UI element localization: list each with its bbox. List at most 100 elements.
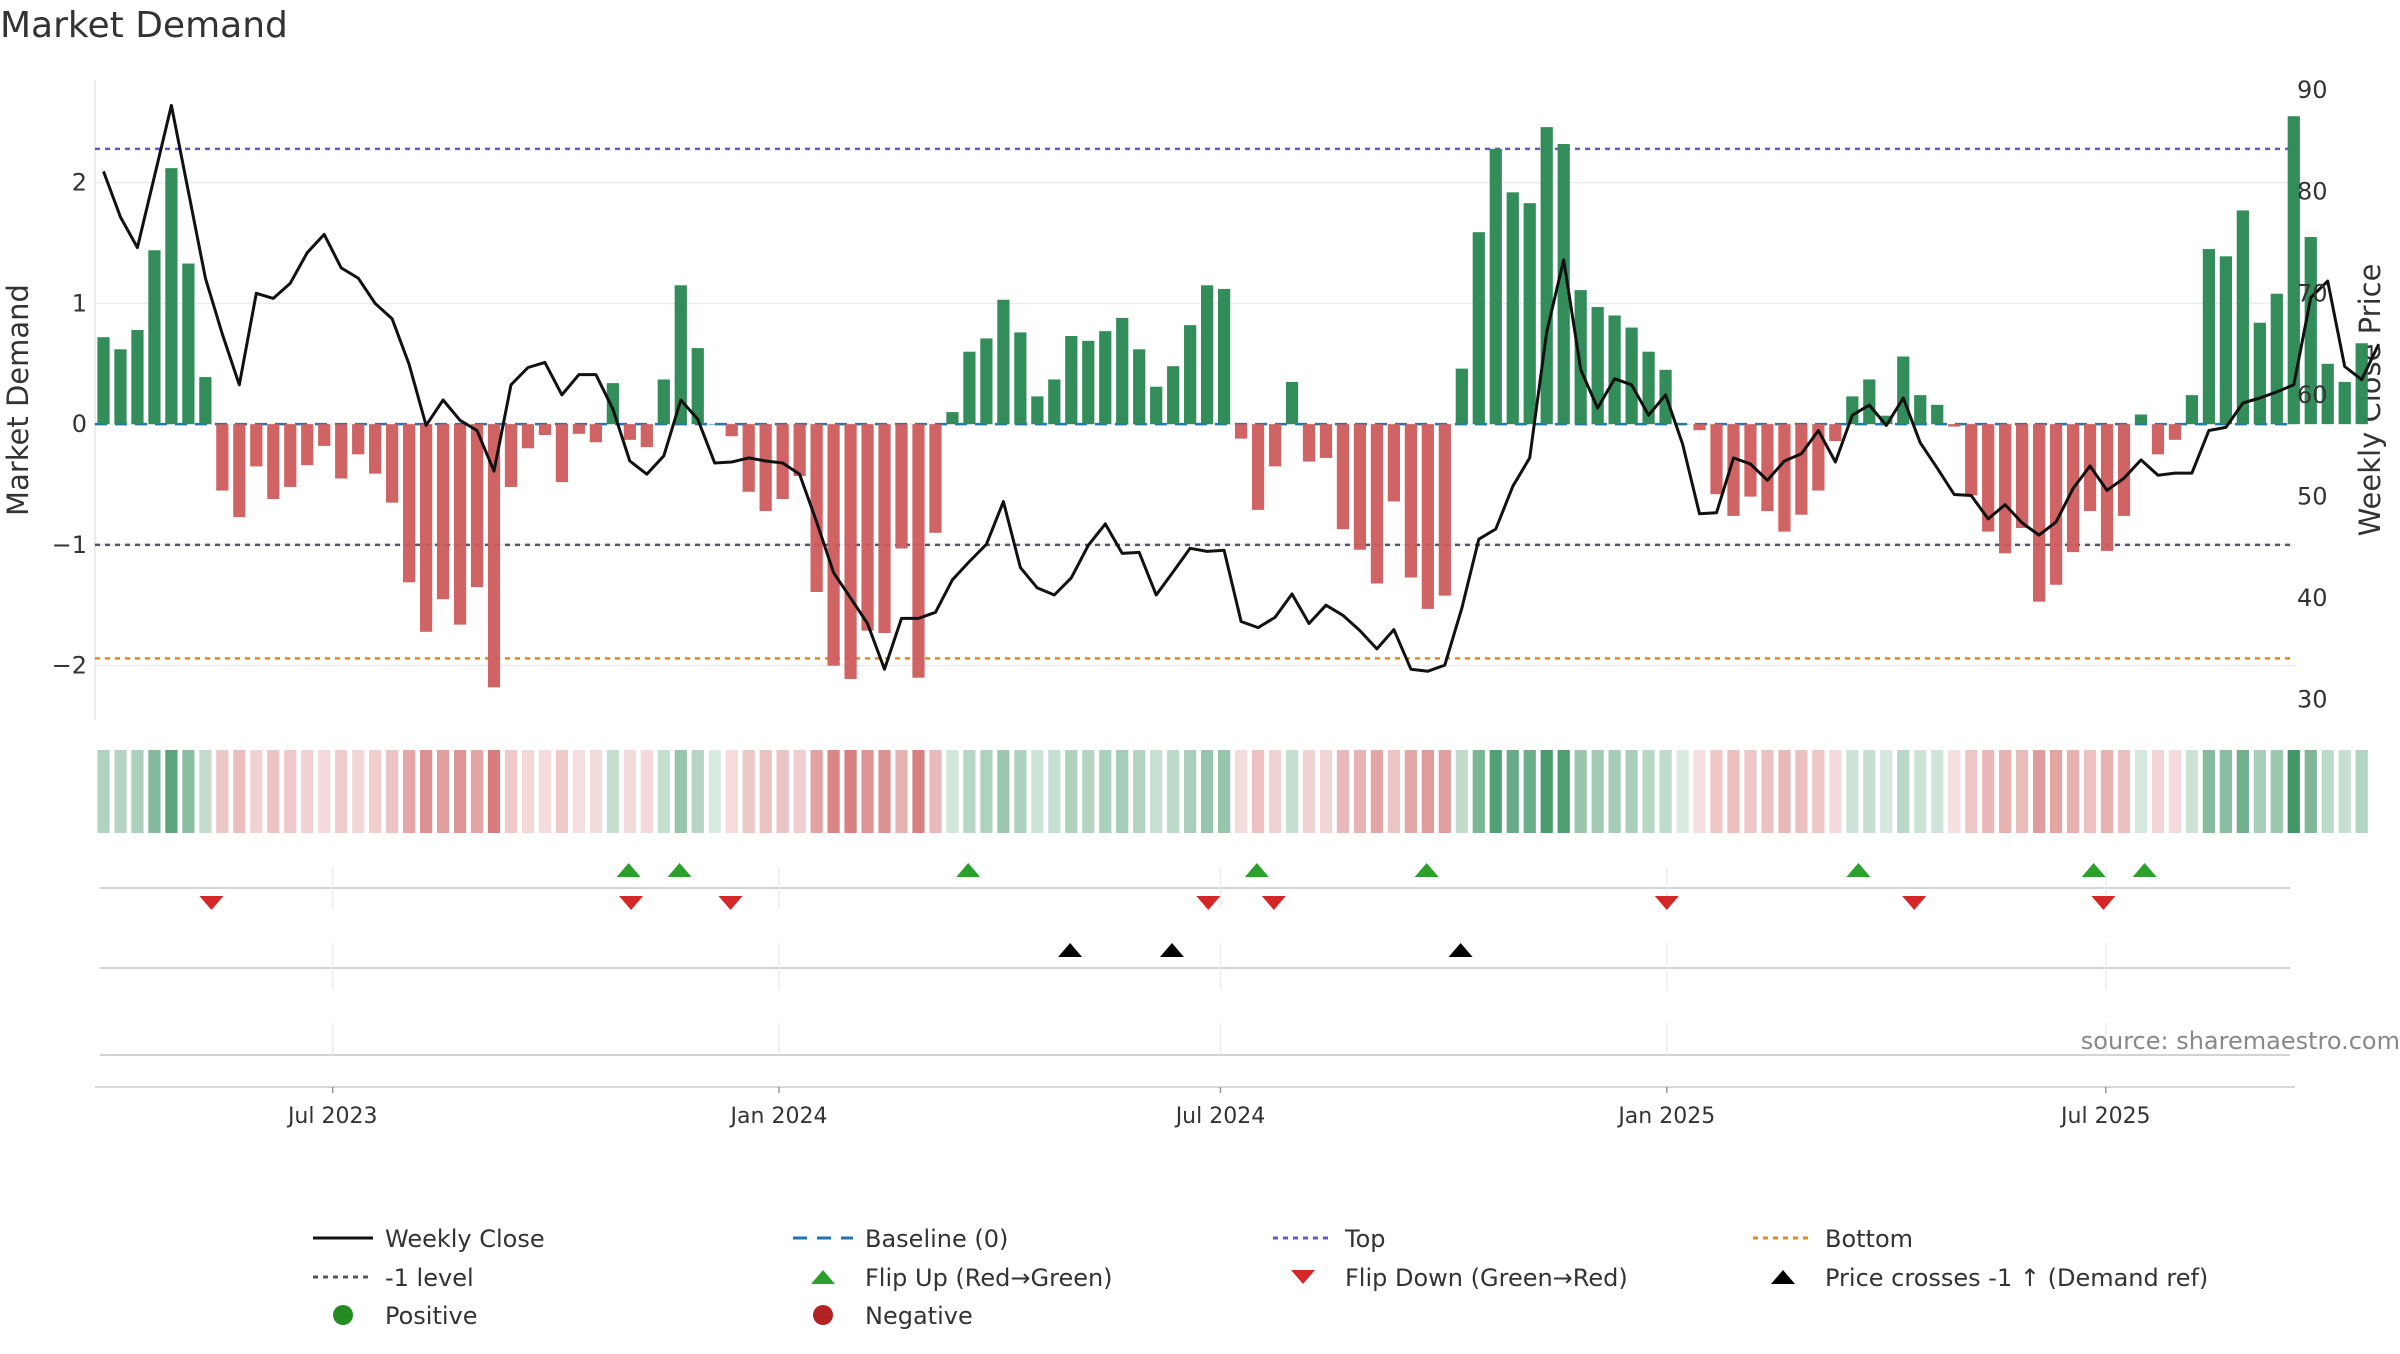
demand-bar-negative <box>284 424 297 487</box>
demand-bar-positive <box>2287 116 2300 425</box>
heat-cell <box>1506 750 1519 833</box>
demand-bar-negative <box>555 424 569 483</box>
heat-cell <box>1201 750 1214 833</box>
demand-bar-negative <box>1251 424 1265 510</box>
heat-cell <box>1999 750 2012 833</box>
demand-bar-positive <box>1523 203 1536 425</box>
heat-cell <box>963 750 976 833</box>
demand-bar-positive <box>2219 256 2232 425</box>
demand-bar-positive <box>1489 148 1502 425</box>
demand-bar-positive <box>1133 349 1146 425</box>
demand-bar-positive <box>97 337 110 425</box>
x-tick-label: Jul 2024 <box>1174 1104 1266 1129</box>
source-note: source: sharemaestro.com <box>2081 1027 2400 1055</box>
heat-cell <box>1353 750 1367 833</box>
heat-cell <box>1014 750 1027 833</box>
demand-bar-positive <box>2202 249 2216 425</box>
demand-bar-positive <box>1285 381 1299 425</box>
demand-bar-negative <box>335 424 348 479</box>
demand-bar-negative <box>623 424 636 440</box>
demand-bar-negative <box>318 424 331 446</box>
heat-cell <box>1472 750 1485 833</box>
demand-bar-positive <box>2304 236 2317 425</box>
heat-cell <box>1846 750 1859 833</box>
demand-bar-negative <box>589 424 602 443</box>
heat-cell <box>640 750 653 833</box>
demand-bar-positive <box>657 379 670 425</box>
heat-cell <box>1285 750 1299 833</box>
demand-bar-positive <box>2185 395 2199 425</box>
heat-cell <box>861 750 874 833</box>
demand-bar-negative <box>1319 424 1333 458</box>
heat-cell <box>284 750 297 833</box>
heat-cell <box>470 750 484 833</box>
heat-cell <box>555 750 569 833</box>
heat-cell <box>1897 750 1910 833</box>
heat-cell <box>233 750 246 833</box>
demand-bar-positive <box>2270 293 2283 425</box>
heat-cell <box>2066 750 2080 833</box>
demand-bar-negative <box>1302 424 1316 462</box>
demand-bar-positive <box>691 348 704 425</box>
heat-cell <box>1184 750 1197 833</box>
demand-bar-positive <box>2338 381 2351 425</box>
demand-bar-positive <box>946 412 959 425</box>
legend-baseline-label: Baseline (0) <box>865 1225 1008 1253</box>
y-tick-label-right: 60 <box>2297 381 2328 409</box>
y-tick-label-left: 2 <box>72 169 87 197</box>
heat-cell <box>538 750 552 833</box>
heat-cell <box>403 750 416 833</box>
heat-cell <box>1302 750 1316 833</box>
demand-bar-positive <box>2134 414 2148 425</box>
flip-up-marker <box>1244 863 1269 877</box>
heat-cell <box>1523 750 1536 833</box>
heat-cell <box>1948 750 1961 833</box>
x-tick-label: Jan 2024 <box>729 1104 828 1129</box>
demand-bar-positive <box>131 329 144 425</box>
x-tick-label: Jul 2023 <box>286 1104 378 1129</box>
demand-bar-negative <box>1727 424 1740 516</box>
demand-bar-positive <box>165 168 178 425</box>
heat-cell <box>1489 750 1502 833</box>
demand-bar-positive <box>1880 415 1893 425</box>
heat-cell <box>1744 750 1757 833</box>
heat-cell <box>267 750 280 833</box>
demand-bar-negative <box>2032 424 2046 602</box>
demand-bar-positive <box>2355 343 2368 425</box>
demand-bar-negative <box>725 424 738 437</box>
demand-bar-negative <box>1421 424 1434 609</box>
demand-bar-positive <box>1931 404 1944 425</box>
heat-cell <box>148 750 161 833</box>
heat-cell <box>1982 750 1995 833</box>
heat-cell <box>2032 750 2046 833</box>
weekly-close-line <box>102 103 2381 673</box>
demand-bar-negative <box>1353 424 1367 550</box>
demand-bar-negative <box>386 424 399 503</box>
demand-bar-negative <box>2100 424 2114 551</box>
demand-bar-positive <box>114 349 127 425</box>
heat-cell <box>929 750 942 833</box>
legend-flip-down-label: Flip Down (Green→Red) <box>1345 1264 1628 1292</box>
y-tick-label-right: 40 <box>2297 584 2328 612</box>
demand-bar-negative <box>844 424 857 679</box>
demand-bar-positive <box>1099 331 1112 425</box>
heat-cell <box>776 750 789 833</box>
heat-cell <box>1829 750 1842 833</box>
x-axis: Jul 2023 Jan 2024 Jul 2024 Jan 2025 Jul 2025 <box>286 1087 2151 1129</box>
heat-cell <box>997 750 1010 833</box>
demand-bar-positive <box>1625 327 1638 425</box>
demand-bar-negative <box>640 424 653 448</box>
heat-cell <box>1625 750 1638 833</box>
demand-bar-positive <box>963 351 976 425</box>
demand-bar-positive <box>1455 368 1468 425</box>
demand-bar-negative <box>2168 424 2182 440</box>
heat-cell <box>895 750 908 833</box>
x-tick-label: Jan 2025 <box>1616 1104 1715 1129</box>
demand-bar-positive <box>1201 285 1214 425</box>
heat-cell <box>1880 750 1893 833</box>
event-panels <box>100 863 2290 1056</box>
heat-cell <box>2253 750 2266 833</box>
y-tick-label-right: 70 <box>2297 279 2328 307</box>
y-tick-label-left: −1 <box>52 531 87 559</box>
heat-cell <box>250 750 263 833</box>
